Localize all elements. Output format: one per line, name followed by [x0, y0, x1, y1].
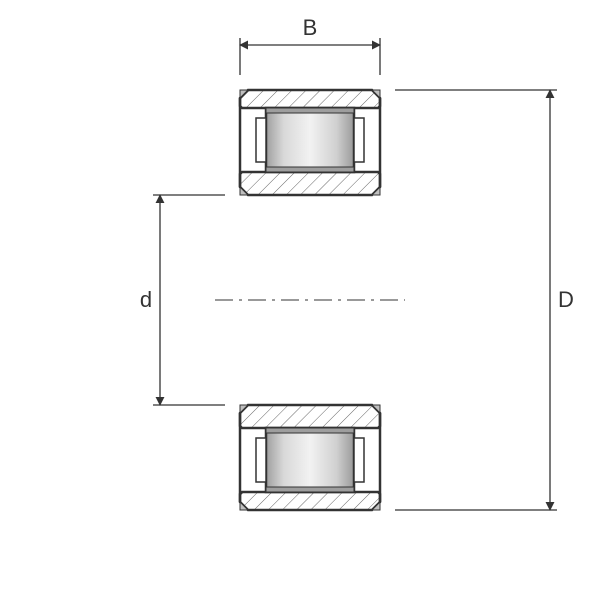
- roller: [266, 108, 354, 172]
- roller: [266, 428, 354, 492]
- dim-label-B: B: [303, 15, 318, 40]
- geometry-layer: [215, 90, 405, 510]
- bearing-diagram: Bd D: [0, 0, 600, 600]
- dim-label-d: d: [140, 287, 152, 312]
- dim-label-D: D: [558, 287, 574, 312]
